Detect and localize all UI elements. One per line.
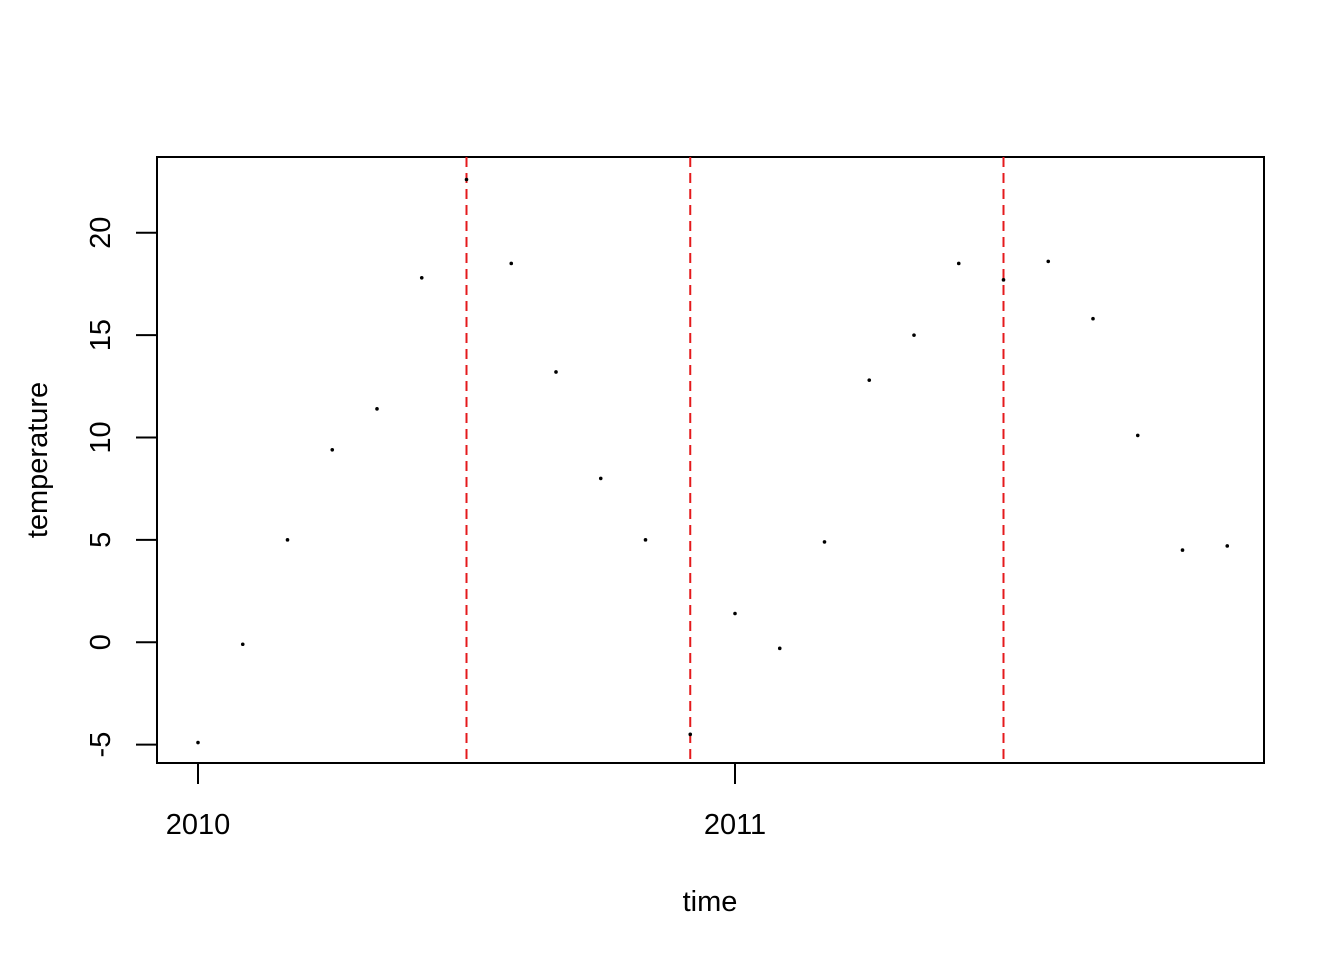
data-point [330,447,335,452]
y-axis: -5 0 5 10 15 20 [85,217,158,758]
y-axis-label: temperature [22,382,54,538]
data-point [375,407,379,411]
x-tick-label: 2010 [166,809,231,841]
data-point [912,333,916,337]
reference-lines [465,157,1005,763]
data-point [1046,259,1051,264]
data-point [598,476,603,481]
y-tick-label: -5 [85,732,117,758]
data-point [688,732,693,737]
data-point [1135,433,1140,438]
data-point [509,261,514,266]
data-point [867,378,872,382]
y-tick-label: 10 [85,421,117,453]
data-point [733,611,737,616]
data-point [196,740,200,745]
y-tick-label: 15 [85,319,117,351]
data-point [822,540,827,544]
data-point [240,642,245,647]
x-axis: 2010 2011 [166,762,766,841]
data-point [419,275,424,280]
data-point [1180,548,1185,552]
data-point [1091,316,1095,321]
data-point [464,177,469,182]
data-point [285,538,290,542]
x-tick-label: 2011 [704,809,766,841]
data-point [1001,278,1006,282]
data-point [777,646,782,651]
y-tick-label: 0 [85,634,117,650]
data-points [196,177,1230,745]
y-tick-label: 5 [85,532,117,548]
data-point [643,538,648,542]
data-point [554,370,558,374]
plot-frame [156,156,1265,764]
x-axis-label: time [683,886,738,918]
data-point [956,261,961,266]
data-point [1225,544,1230,548]
y-tick-label: 20 [85,217,117,249]
